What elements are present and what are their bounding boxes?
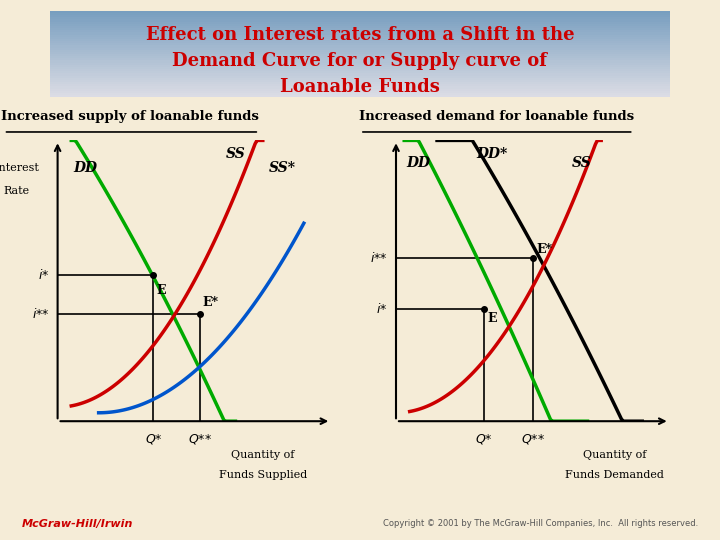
Text: $i$*: $i$*	[377, 302, 388, 316]
Bar	[50, 80, 670, 82]
Text: SS: SS	[225, 147, 246, 161]
Text: Funds Demanded: Funds Demanded	[565, 470, 665, 480]
Text: McGraw-Hill/Irwin: McGraw-Hill/Irwin	[22, 519, 133, 529]
Text: $i$**: $i$**	[32, 307, 50, 321]
Bar	[50, 67, 670, 69]
Bar	[50, 30, 670, 32]
Text: Demand Curve for or Supply curve of: Demand Curve for or Supply curve of	[173, 52, 547, 70]
Text: Quantity of: Quantity of	[583, 450, 647, 460]
Bar	[50, 35, 670, 37]
Bar	[50, 56, 670, 58]
Text: SS*: SS*	[269, 161, 295, 176]
Text: $i$*: $i$*	[38, 268, 50, 282]
Text: $Q$**: $Q$**	[188, 433, 212, 447]
Bar	[50, 54, 670, 56]
Bar	[50, 28, 670, 30]
Text: Funds Supplied: Funds Supplied	[219, 470, 307, 480]
Bar	[50, 89, 670, 91]
Bar	[50, 15, 670, 17]
Text: DD: DD	[73, 161, 97, 176]
Bar	[50, 84, 670, 86]
Bar	[50, 91, 670, 93]
Text: $Q$*: $Q$*	[474, 433, 492, 447]
Bar	[50, 95, 670, 97]
Text: Interest: Interest	[0, 164, 39, 173]
Bar	[50, 69, 670, 71]
Bar	[50, 22, 670, 24]
Bar	[50, 58, 670, 60]
Bar	[50, 43, 670, 45]
Text: Copyright © 2001 by The McGraw-Hill Companies, Inc.  All rights reserved.: Copyright © 2001 by The McGraw-Hill Comp…	[383, 519, 698, 528]
Bar	[50, 71, 670, 73]
Bar	[50, 65, 670, 67]
Text: Loanable Funds: Loanable Funds	[280, 78, 440, 96]
Text: Increased demand for loanable funds: Increased demand for loanable funds	[359, 110, 634, 123]
Bar	[50, 26, 670, 28]
Text: E*: E*	[537, 242, 553, 255]
Bar	[50, 39, 670, 41]
Text: $Q$**: $Q$**	[521, 433, 545, 447]
Text: E: E	[487, 312, 497, 325]
Bar	[50, 76, 670, 78]
Text: SS: SS	[572, 156, 592, 170]
Text: Quantity of: Quantity of	[231, 450, 294, 460]
Text: $Q$*: $Q$*	[145, 433, 162, 447]
Bar	[50, 41, 670, 43]
Bar	[50, 37, 670, 39]
Bar	[50, 13, 670, 15]
Text: DD*: DD*	[476, 147, 508, 161]
Text: Effect on Interest rates from a Shift in the: Effect on Interest rates from a Shift in…	[145, 26, 575, 44]
Bar	[50, 93, 670, 95]
Bar	[50, 11, 670, 13]
Text: E: E	[156, 284, 166, 296]
Bar	[50, 48, 670, 50]
Bar	[50, 60, 670, 63]
Bar	[50, 63, 670, 65]
Text: Increased supply of loanable funds: Increased supply of loanable funds	[1, 110, 258, 123]
Text: DD: DD	[406, 156, 430, 170]
Bar	[50, 78, 670, 80]
Bar	[50, 50, 670, 52]
Bar	[50, 45, 670, 48]
Bar	[50, 32, 670, 35]
Text: Rate: Rate	[4, 186, 30, 196]
Bar	[50, 52, 670, 54]
Bar	[50, 19, 670, 22]
Bar	[50, 82, 670, 84]
Text: $i$**: $i$**	[370, 251, 388, 265]
Bar	[50, 86, 670, 89]
Bar	[50, 73, 670, 76]
Bar	[50, 17, 670, 19]
Bar	[50, 24, 670, 26]
Text: E*: E*	[202, 296, 219, 309]
